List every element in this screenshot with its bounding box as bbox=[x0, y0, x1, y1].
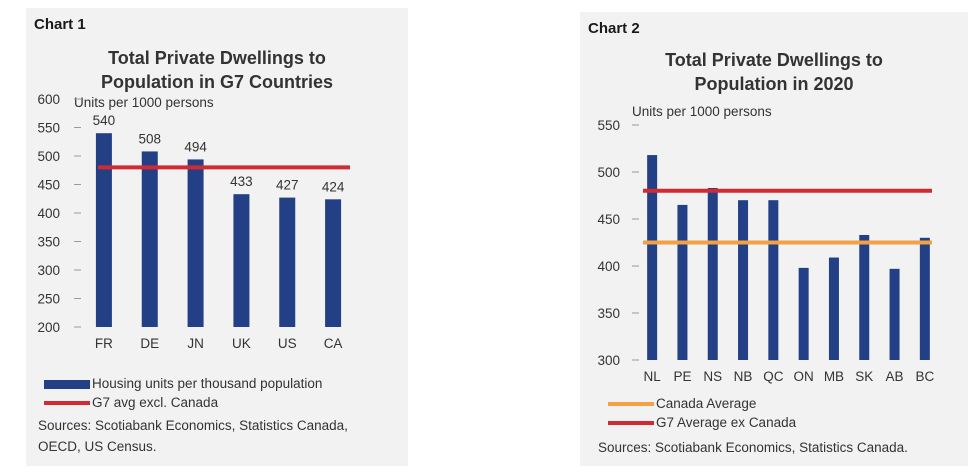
y-tick-label: 200 bbox=[37, 320, 60, 335]
y-tick-label: 250 bbox=[37, 292, 60, 307]
chart-2-sources-line-1: Sources: Scotiabank Economics, Statistic… bbox=[598, 440, 908, 455]
chart-1-panel: Chart 1 Total Private Dwellings to Popul… bbox=[26, 8, 408, 466]
x-tick-label: BC bbox=[915, 369, 934, 384]
y-tick-label: 450 bbox=[37, 178, 60, 193]
bar-swatch-icon bbox=[44, 380, 90, 389]
chart-1-sources: Sources: Scotiabank Economics, Statistic… bbox=[38, 415, 348, 457]
y-tick-label: 450 bbox=[597, 212, 620, 227]
bar bbox=[828, 257, 839, 360]
bar bbox=[919, 237, 930, 360]
chart-2-panel: Chart 2 Total Private Dwellings to Popul… bbox=[580, 12, 968, 466]
x-tick-label: NB bbox=[734, 369, 753, 384]
y-tick-label: 550 bbox=[37, 121, 60, 136]
y-tick-label: 600 bbox=[37, 92, 60, 107]
data-label: 540 bbox=[93, 113, 116, 128]
y-tick-label: 300 bbox=[597, 353, 620, 368]
chart-1-legend-line-label: G7 avg excl. Canada bbox=[92, 395, 219, 410]
bar bbox=[187, 159, 204, 327]
data-label: 508 bbox=[138, 131, 161, 146]
y-tick-label: 400 bbox=[597, 259, 620, 274]
line-swatch-icon bbox=[44, 401, 90, 405]
x-tick-label: UK bbox=[232, 336, 251, 351]
y-tick-label: 550 bbox=[597, 118, 620, 133]
bar bbox=[677, 204, 688, 360]
chart-2-legend-canada-label: Canada Average bbox=[656, 396, 757, 411]
bar bbox=[798, 267, 809, 360]
data-label: 494 bbox=[184, 139, 207, 154]
bar bbox=[233, 194, 250, 327]
x-tick-label: AB bbox=[886, 369, 904, 384]
bar bbox=[141, 151, 158, 327]
x-tick-label: DE bbox=[140, 336, 159, 351]
x-tick-label: FR bbox=[95, 336, 113, 351]
data-label: 433 bbox=[230, 174, 253, 189]
chart-2-plot: 300 350 400 450 500 550 NL PE NS NB QC ON MB SK AB BC bbox=[597, 118, 934, 384]
chart-1-units-label: Units per 1000 persons bbox=[74, 95, 214, 110]
chart-1-label: Chart 1 bbox=[34, 16, 86, 33]
line-swatch-icon bbox=[608, 402, 654, 406]
x-tick-label: MB bbox=[824, 369, 844, 384]
chart-2-title-line-1: Total Private Dwellings to bbox=[665, 50, 883, 70]
bar bbox=[95, 133, 112, 327]
x-tick-label: ON bbox=[794, 369, 814, 384]
x-tick-label: PE bbox=[673, 369, 691, 384]
bar bbox=[707, 187, 718, 360]
x-tick-label: JN bbox=[187, 336, 204, 351]
chart-1-plot: 200 250 300 350 400 450 500 550 600 FR 540 DE 508 JN 4… bbox=[37, 92, 350, 351]
chart-1-title-line-1: Total Private Dwellings to bbox=[108, 48, 326, 68]
y-tick-label: 300 bbox=[37, 263, 60, 278]
bar bbox=[325, 199, 342, 327]
chart-2-title-line-2: Population in 2020 bbox=[694, 74, 854, 94]
chart-2-legend-g7-label: G7 Average ex Canada bbox=[656, 415, 797, 430]
chart-2-sources: Sources: Scotiabank Economics, Statistic… bbox=[598, 437, 908, 458]
bar bbox=[889, 268, 900, 360]
data-label: 427 bbox=[276, 178, 299, 193]
chart-1-legend-bars-label: Housing units per thousand population bbox=[92, 376, 323, 391]
bar bbox=[647, 155, 658, 360]
chart-1-sources-line-1: Sources: Scotiabank Economics, Statistic… bbox=[38, 418, 348, 433]
x-tick-label: NL bbox=[644, 369, 662, 384]
x-tick-label: CA bbox=[324, 336, 343, 351]
x-tick-label: NS bbox=[703, 369, 722, 384]
x-tick-label: QC bbox=[763, 369, 784, 384]
y-tick-label: 350 bbox=[37, 235, 60, 250]
chart-2-units-label: Units per 1000 persons bbox=[632, 104, 772, 119]
chart-1-title: Total Private Dwellings to Population in… bbox=[26, 46, 408, 94]
y-tick-label: 500 bbox=[37, 149, 60, 164]
y-tick-label: 500 bbox=[597, 165, 620, 180]
bar bbox=[859, 234, 870, 360]
y-tick-label: 400 bbox=[37, 206, 60, 221]
bar bbox=[738, 200, 749, 360]
chart-2-label: Chart 2 bbox=[588, 20, 640, 37]
chart-1-title-line-2: Population in G7 Countries bbox=[100, 72, 333, 92]
x-tick-label: US bbox=[278, 336, 297, 351]
y-tick-label: 350 bbox=[597, 306, 620, 321]
data-label: 424 bbox=[322, 179, 345, 194]
bar bbox=[768, 200, 779, 360]
x-tick-label: SK bbox=[855, 369, 873, 384]
bar bbox=[279, 197, 296, 327]
chart-2-title: Total Private Dwellings to Population in… bbox=[580, 48, 968, 96]
line-swatch-icon bbox=[608, 421, 654, 425]
chart-1-sources-line-2: OECD, US Census. bbox=[38, 439, 157, 454]
